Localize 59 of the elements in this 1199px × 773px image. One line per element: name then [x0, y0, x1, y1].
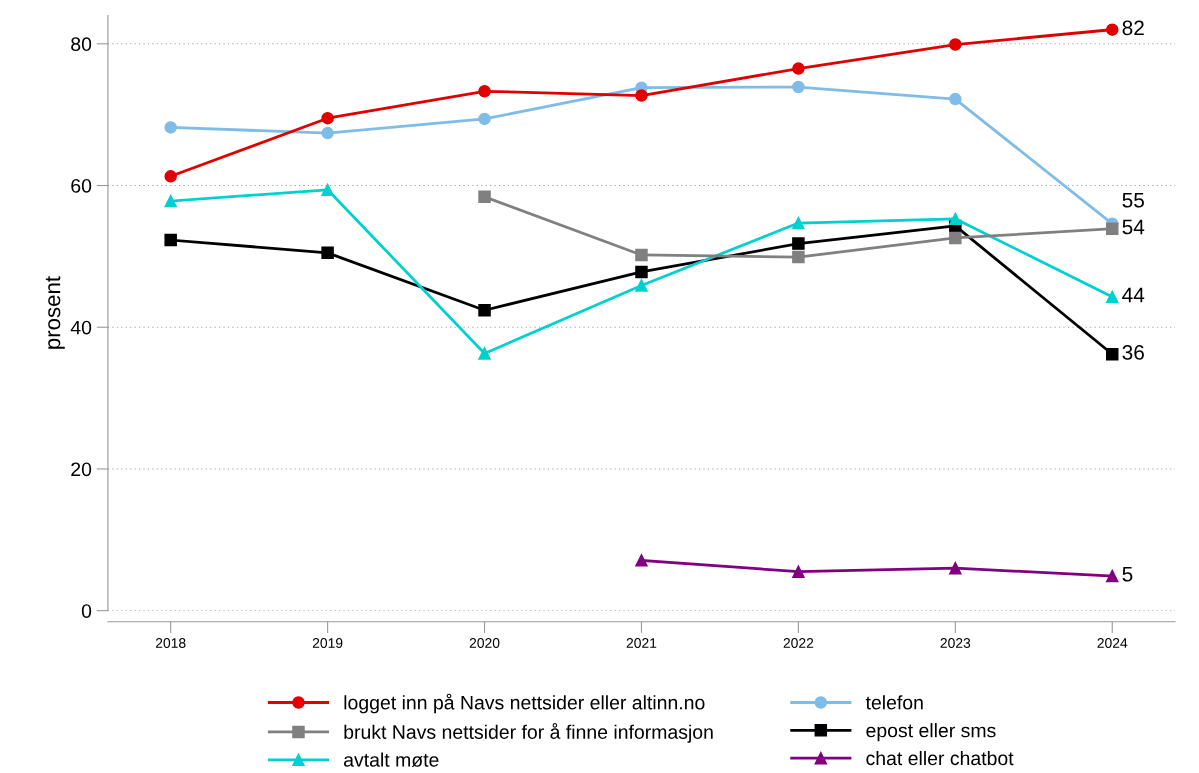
- point: [949, 38, 962, 51]
- point: [792, 62, 805, 75]
- point: [321, 246, 334, 260]
- x-tick-label: 2023: [940, 638, 971, 648]
- point: [949, 561, 962, 575]
- y-tick-label: 60: [71, 178, 92, 193]
- y-tick-label: 80: [71, 37, 92, 52]
- legend-label: epost eller sms: [866, 723, 996, 742]
- legend-label: brukt Navs nettsider for å finne informasjon: [344, 723, 713, 743]
- point: [949, 212, 962, 226]
- data-label: 44: [1122, 287, 1145, 303]
- point: [164, 121, 177, 134]
- x-tick-label: 2020: [469, 638, 500, 648]
- point: [1105, 222, 1119, 235]
- data-label: 36: [1122, 345, 1144, 360]
- point: [478, 190, 491, 204]
- point: [635, 265, 648, 279]
- point: [1105, 290, 1119, 304]
- point: [792, 216, 805, 230]
- y-tick-label: 0: [81, 604, 92, 618]
- point: [164, 194, 177, 208]
- point: [321, 111, 334, 125]
- x-tick-label: 2019: [312, 638, 343, 648]
- point: [635, 248, 648, 262]
- point: [792, 80, 805, 94]
- x-tick-label: 2022: [783, 638, 814, 648]
- point: [949, 231, 962, 245]
- data-label: 55: [1122, 193, 1144, 208]
- x-tick-label: 2024: [1097, 638, 1128, 648]
- point: [792, 565, 805, 578]
- data-label: 82: [1122, 20, 1144, 36]
- y-axis-title: prosent: [45, 276, 65, 349]
- point: [164, 233, 177, 247]
- legend-label: logget inn på Navs nettsider eller altinn.no: [344, 693, 705, 714]
- point: [1105, 347, 1119, 361]
- point: [792, 250, 805, 264]
- point: [1105, 23, 1119, 36]
- point: [949, 92, 962, 106]
- point: [635, 279, 648, 292]
- point: [635, 554, 648, 567]
- point: [478, 85, 491, 98]
- point: [1105, 569, 1119, 583]
- data-label: 5: [1122, 567, 1133, 582]
- point: [478, 347, 491, 360]
- point: [478, 303, 491, 317]
- point: [321, 126, 334, 140]
- point: [321, 183, 334, 197]
- x-tick-label: 2018: [155, 638, 186, 648]
- legend-label: telefon: [865, 695, 923, 710]
- legend-label: chat eller chatbot: [866, 750, 1014, 766]
- point: [792, 237, 805, 250]
- legend-label: avtalt møte: [344, 752, 439, 767]
- point: [635, 89, 648, 102]
- data-label: 54: [1122, 219, 1145, 235]
- y-tick-label: 40: [70, 320, 92, 335]
- x-tick-label: 2021: [626, 638, 657, 648]
- y-tick-label: 20: [71, 462, 92, 477]
- point: [164, 170, 177, 183]
- point: [478, 112, 491, 126]
